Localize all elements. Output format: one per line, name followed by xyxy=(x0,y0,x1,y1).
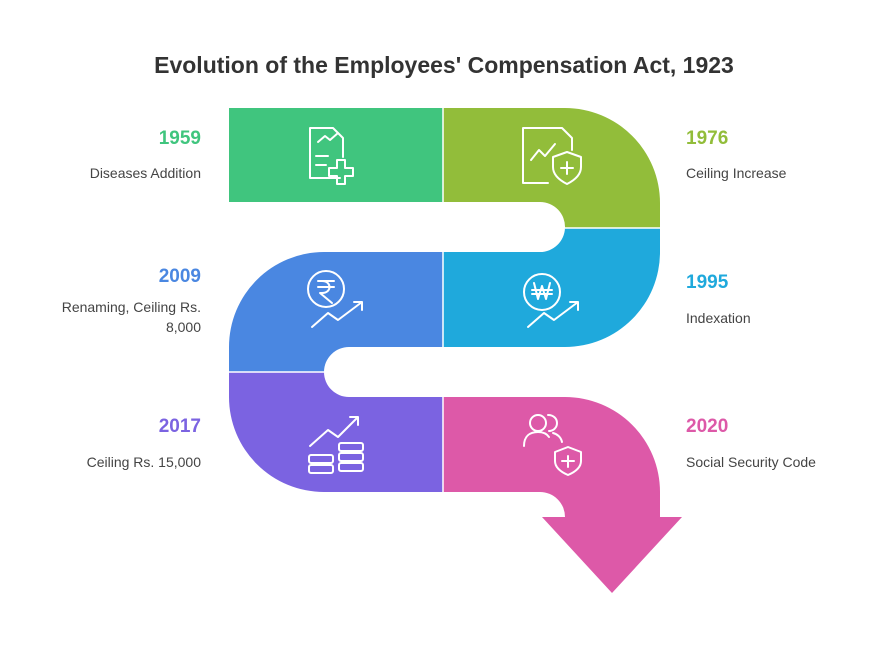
segment-1959 xyxy=(229,108,443,202)
label: Social Security Code xyxy=(686,454,816,470)
segment-2017 xyxy=(229,372,443,492)
label: Indexation xyxy=(686,310,751,326)
year: 2020 xyxy=(686,416,729,437)
segment-1976 xyxy=(443,108,660,228)
icon-document-plus xyxy=(309,127,354,185)
label: Ceiling Increase xyxy=(686,165,787,181)
title: Evolution of the Employees' Compensation… xyxy=(154,52,734,78)
label: Ceiling Rs. 15,000 xyxy=(86,454,201,470)
label: Renaming, Ceiling Rs. 8,000 xyxy=(61,299,201,335)
segment-2020 xyxy=(443,397,682,593)
label: Diseases Addition xyxy=(89,165,201,181)
icon-chart-shield xyxy=(522,127,582,185)
segment-1995 xyxy=(443,228,660,347)
icon-rupee-growth xyxy=(307,270,363,328)
year: 2017 xyxy=(158,416,201,437)
dividers xyxy=(229,108,660,492)
year: 1976 xyxy=(686,128,729,149)
icon-people-shield xyxy=(523,414,582,476)
segment-2009 xyxy=(229,252,443,372)
icon-coins-growth xyxy=(308,416,364,474)
year: 1995 xyxy=(686,272,729,293)
icon-won-growth xyxy=(523,273,579,328)
year: 1959 xyxy=(158,128,201,149)
year: 2009 xyxy=(158,266,201,287)
